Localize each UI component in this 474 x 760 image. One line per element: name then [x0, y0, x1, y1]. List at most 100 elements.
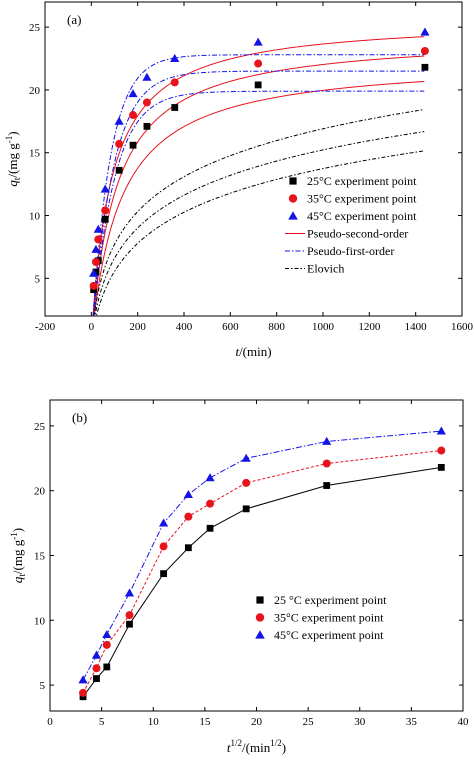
point-triangle-2: [170, 53, 180, 62]
legend-marker: [255, 630, 265, 639]
point-square-0: [160, 570, 167, 578]
point-triangle-2: [128, 89, 138, 98]
y-tick-label: 5: [40, 680, 46, 692]
point-square-0: [115, 166, 123, 174]
plot-frame: [49, 399, 464, 712]
point-square-0: [143, 122, 151, 130]
point-square-0: [93, 675, 100, 683]
point-square-0: [129, 141, 137, 149]
legend-label: 45°C experiment point: [307, 209, 417, 223]
fit-pso-curve-0: [93, 80, 425, 316]
x-tick-label: 800: [268, 321, 285, 333]
y-tick-label: 15: [34, 551, 46, 563]
point-circle-1: [102, 640, 111, 649]
point-triangle-2: [158, 518, 169, 527]
plot-frame: [44, 1, 463, 317]
point-circle-1: [94, 235, 103, 244]
legend-marker: [288, 211, 298, 220]
point-circle-1: [420, 46, 429, 55]
series-line-2: [82, 430, 442, 681]
point-square-0: [437, 463, 445, 471]
point-triangle-2: [142, 72, 152, 81]
point-circle-1: [242, 478, 251, 487]
point-circle-1: [437, 446, 446, 455]
point-circle-1: [206, 499, 215, 508]
x-tick-label: 30: [354, 716, 366, 728]
fit-elovich-curve-0: [95, 150, 425, 316]
y-axis-title: qt/(mg g-1): [4, 131, 22, 186]
point-square-0: [184, 544, 192, 552]
x-tick-label: 15: [199, 716, 211, 728]
legend-label: 35°C experiment point: [307, 192, 417, 206]
series-line-0: [82, 466, 442, 698]
legend-marker: [256, 596, 264, 604]
legend-label: Elovich: [307, 262, 344, 276]
panel-b: 0 5 10 15 20 25 30 35 40 5 10 15 20 25 (b) qt/(mg g-1) t…: [9, 399, 470, 755]
x-tick-label: 1600: [451, 321, 474, 333]
legend-label: 25 °C experiment point: [274, 593, 387, 607]
y-tick-label: 10: [29, 211, 41, 223]
point-circle-1: [79, 688, 88, 697]
point-circle-1: [142, 98, 151, 107]
point-circle-1: [89, 281, 98, 290]
legend-label: 35°C experiment point: [274, 611, 384, 625]
legend-marker: [288, 194, 298, 203]
point-square-0: [206, 524, 214, 532]
data-points: [89, 27, 430, 294]
legend: 25°C experiment point 35°C experiment poi…: [285, 174, 417, 276]
point-circle-1: [101, 206, 110, 215]
point-circle-1: [322, 459, 331, 468]
point-circle-1: [129, 111, 138, 120]
data-points: [78, 426, 446, 701]
series-lines: [82, 430, 442, 698]
point-triangle-2: [420, 27, 430, 36]
y-tick-label: 20: [29, 85, 41, 97]
y-tick-label: 10: [34, 615, 46, 627]
point-triangle-2: [436, 426, 446, 435]
x-tick-label: 40: [458, 716, 470, 728]
x-tick-label: 35: [406, 716, 418, 728]
fit-elovich-curve-2: [93, 109, 425, 316]
legend-label: Pseudo-second-order: [307, 227, 408, 241]
legend-label: 45°C experiment point: [274, 628, 384, 642]
x-tick-label: -200: [35, 321, 56, 333]
point-triangle-2: [241, 453, 251, 462]
legend-marker: [289, 177, 297, 185]
point-triangle-2: [183, 489, 193, 499]
x-axis-title: t/(min): [235, 344, 271, 359]
point-triangle-2: [253, 37, 263, 46]
x-tick-label: 10: [148, 716, 160, 728]
x-tick-label: 0: [89, 321, 95, 333]
y-tick-label: 25: [34, 421, 46, 433]
x-axis-title: t1/2/(min1/2): [227, 738, 286, 755]
point-triangle-2: [93, 224, 103, 233]
point-circle-1: [91, 257, 100, 266]
x-tick-label: 400: [176, 321, 193, 333]
legend-label: Pseudo-first-order: [307, 244, 394, 258]
panel-a: -200 0 200 400 600 800 1000 1200 1400 1600 5 10 15 20…: [4, 1, 474, 359]
panel-label: (a): [67, 12, 81, 27]
point-triangle-2: [205, 473, 215, 482]
x-tick-label: 5: [99, 716, 105, 728]
point-square-0: [254, 81, 262, 89]
y-tick-label: 20: [34, 486, 46, 498]
x-tick-label: 0: [47, 716, 53, 728]
point-square-0: [242, 505, 250, 513]
point-circle-1: [170, 78, 179, 87]
y-axis-title: qt/(mg g-1): [9, 528, 27, 583]
y-tick-label: 25: [29, 22, 41, 34]
point-square-0: [101, 215, 109, 223]
x-tick-label: 1000: [312, 321, 335, 333]
point-square-0: [126, 620, 133, 628]
legend-label: 25°C experiment point: [307, 174, 417, 188]
x-tick-label: 1400: [405, 321, 428, 333]
legend: 25 °C experiment point 35°C experiment po…: [255, 593, 387, 642]
point-square-0: [92, 268, 100, 276]
point-circle-1: [125, 611, 134, 620]
y-tick-label: 15: [29, 148, 41, 160]
x-tick-label: 600: [222, 321, 239, 333]
point-triangle-2: [322, 436, 332, 445]
x-tick-label: 25: [303, 716, 315, 728]
point-triangle-2: [91, 244, 101, 253]
